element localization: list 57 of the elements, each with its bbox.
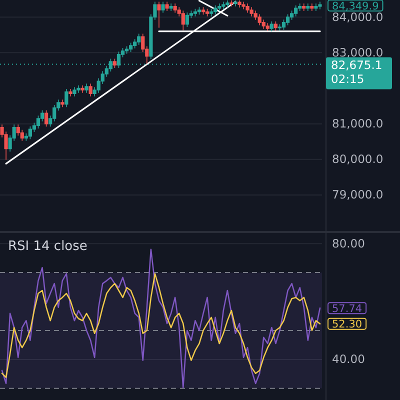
text: 02:15 [331,72,364,86]
candlestick [169,3,173,12]
candlestick [84,83,88,94]
candlestick [80,85,84,94]
candlestick [181,10,185,31]
candlestick [306,3,310,12]
y-tick-label: 80.00 [332,236,365,250]
candlestick [124,46,129,54]
candlestick [302,3,306,12]
y-tick-label: 83,000.0 [332,45,384,60]
candlestick [294,4,298,17]
text: 52.30 [332,318,362,331]
y-tick-label: 84,000.0 [332,10,384,24]
candlestick [266,22,270,31]
candlestick [112,58,117,68]
candlestick [129,42,133,52]
y-tick-label: 40.00 [332,352,365,366]
candlestick [222,1,226,10]
candlestick [76,85,80,94]
candlestick [258,14,262,26]
candlestick [242,1,246,10]
candlestick [238,0,242,8]
candlestick [201,6,206,15]
y-tick-label: 81,000.0 [332,116,384,131]
candlestick [137,33,141,46]
ref-line-label: 82,675.1 [331,58,382,72]
candlestick [250,6,254,17]
candlestick [210,8,214,17]
candlestick [68,88,72,97]
candlestick [88,83,92,97]
candlestick [161,1,165,14]
candlestick [205,8,210,17]
candlestick [218,3,222,12]
candlestick [173,3,177,14]
candlestick [318,1,322,10]
candlestick [193,8,198,17]
candlestick [64,88,68,108]
text: 84,349.9 [332,0,379,12]
candlestick [270,20,274,32]
candlestick [197,6,202,15]
candlestick [278,24,282,31]
y-tick-label: 79,000.0 [332,188,384,202]
candlestick [286,14,290,26]
candlestick [72,86,76,97]
candlestick [60,99,64,108]
candlestick [230,0,234,7]
text: RSI 14 close [8,239,88,254]
candlestick [157,1,161,28]
text: 57.74 [332,302,362,315]
candlestick [314,3,318,12]
y-tick-label: 80,000.0 [332,152,384,166]
candlestick [234,0,238,7]
candlestick [226,0,230,8]
candlestick [165,1,169,12]
candlestick [310,3,314,12]
line-series [1,248,321,388]
candlestick [246,3,250,14]
